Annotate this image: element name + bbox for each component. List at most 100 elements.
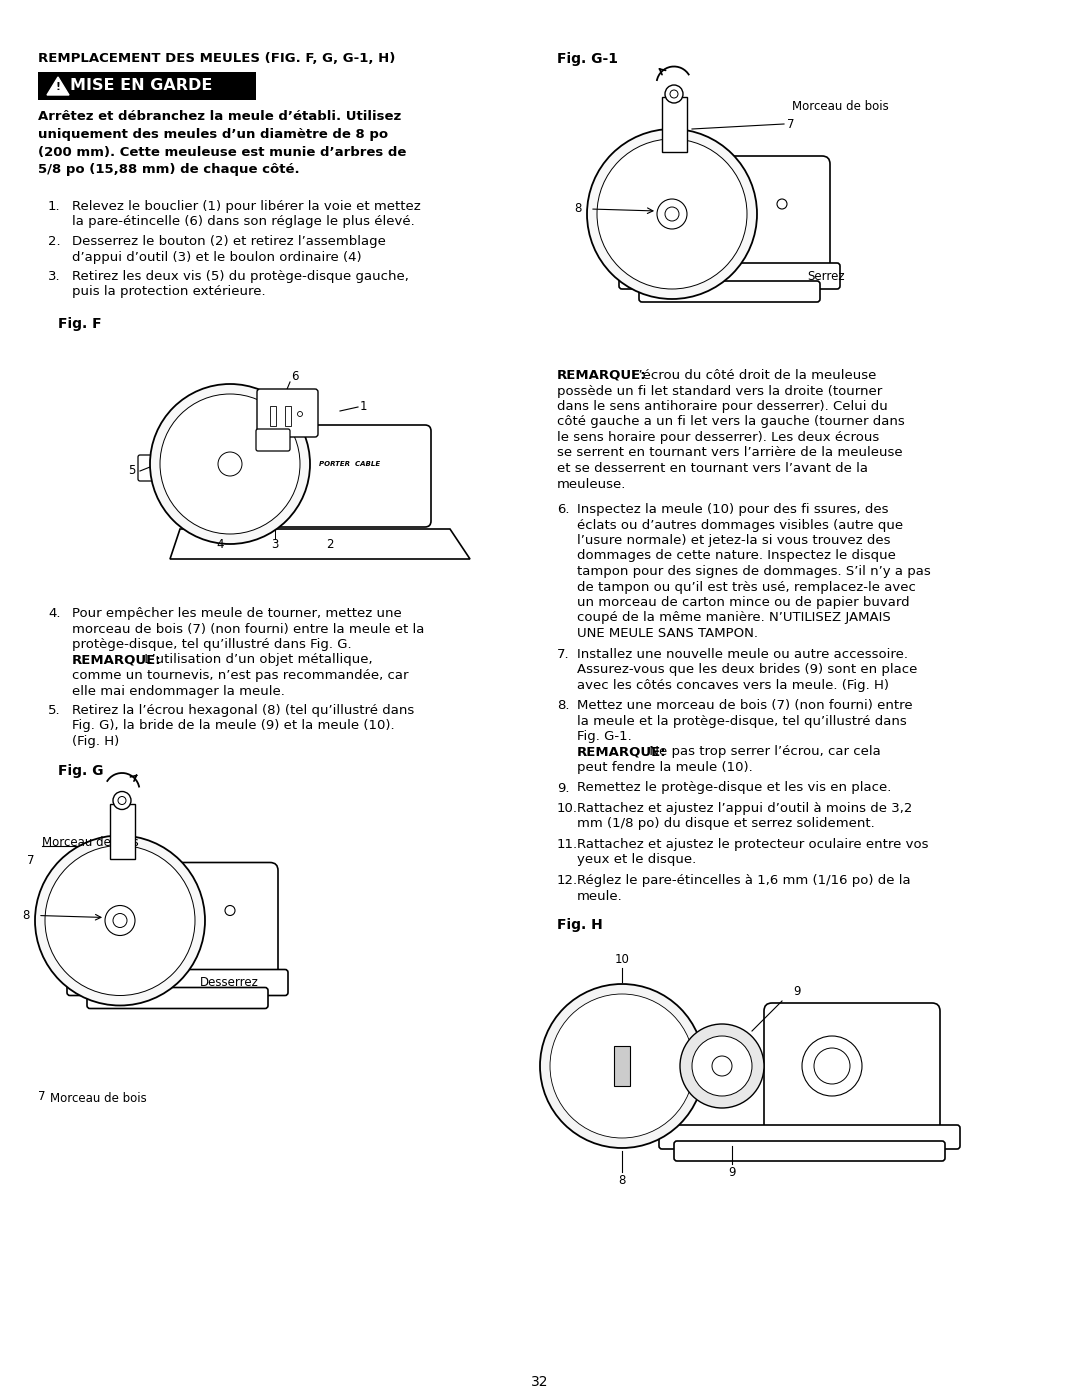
Text: L’écrou du côté droit de la meuleuse: L’écrou du côté droit de la meuleuse [627,369,876,381]
Text: 7: 7 [787,117,795,130]
Text: la meule et la protège-disque, tel qu’illustré dans: la meule et la protège-disque, tel qu’il… [577,714,907,728]
Text: 2: 2 [326,538,334,550]
Text: Fig. G-1: Fig. G-1 [557,52,618,66]
Bar [270,407,276,426]
Circle shape [113,792,131,809]
Text: 10.: 10. [557,802,578,814]
Text: !: ! [55,82,60,92]
Text: 4.: 4. [48,608,60,620]
Text: (Fig. H): (Fig. H) [72,735,119,747]
Text: REMPLACEMENT DES MEULES (FIG. F, G, G-1, H): REMPLACEMENT DES MEULES (FIG. F, G, G-1,… [38,52,395,66]
Circle shape [680,1024,764,1108]
Circle shape [802,1037,862,1097]
Text: l’usure normale) et jetez-la si vous trouvez des: l’usure normale) et jetez-la si vous tro… [577,534,891,548]
Text: le sens horaire pour desserrer). Les deux écrous: le sens horaire pour desserrer). Les deu… [557,432,879,444]
Text: Réglez le pare-étincelles à 1,6 mm (1/16 po) de la: Réglez le pare-étincelles à 1,6 mm (1/16… [577,875,910,887]
Text: uniquement des meules d’un diamètre de 8 po: uniquement des meules d’un diamètre de 8… [38,127,388,141]
Text: 10: 10 [615,953,630,965]
Text: Fig. G: Fig. G [58,764,104,778]
Text: (200 mm). Cette meuleuse est munie d’arbres de: (200 mm). Cette meuleuse est munie d’arb… [38,145,406,159]
FancyBboxPatch shape [38,73,256,101]
Text: côté gauche a un fi let vers la gauche (tourner dans: côté gauche a un fi let vers la gauche (… [557,415,905,429]
Circle shape [712,1056,732,1076]
Text: 3.: 3. [48,270,60,284]
Text: Relevez le bouclier (1) pour libérer la voie et mettez: Relevez le bouclier (1) pour libérer la … [72,200,421,212]
Circle shape [150,384,310,543]
Text: Fig. H: Fig. H [557,918,603,932]
FancyBboxPatch shape [87,988,268,1009]
Text: Remettez le protège-disque et les vis en place.: Remettez le protège-disque et les vis en… [577,781,891,795]
Polygon shape [170,529,470,559]
Text: 7: 7 [38,1091,45,1104]
Text: Desserrez: Desserrez [200,977,259,989]
Text: meule.: meule. [577,890,623,902]
Text: la pare-étincelle (6) dans son réglage le plus élevé.: la pare-étincelle (6) dans son réglage l… [72,215,415,229]
Text: 1.: 1. [48,200,60,212]
FancyBboxPatch shape [110,803,135,859]
FancyBboxPatch shape [249,425,431,527]
Circle shape [160,394,300,534]
Text: 5/8 po (15,88 mm) de chaque côté.: 5/8 po (15,88 mm) de chaque côté. [38,163,299,176]
Circle shape [105,905,135,936]
Text: 6: 6 [292,370,299,384]
Text: Fig. F: Fig. F [58,317,102,331]
FancyBboxPatch shape [67,970,288,996]
Text: morceau de bois (7) (non fourni) entre la meule et la: morceau de bois (7) (non fourni) entre l… [72,623,424,636]
Text: 3: 3 [271,538,279,550]
FancyBboxPatch shape [619,263,840,289]
Text: et se desserrent en tournant vers l’avant de la: et se desserrent en tournant vers l’avan… [557,462,868,475]
FancyBboxPatch shape [674,1141,945,1161]
Text: Ne pas trop serrer l’écrou, car cela: Ne pas trop serrer l’écrou, car cela [645,746,881,759]
Text: L’utilisation d’un objet métallique,: L’utilisation d’un objet métallique, [140,654,373,666]
Text: 8: 8 [619,1173,625,1187]
Text: 32: 32 [531,1375,549,1389]
FancyBboxPatch shape [256,429,291,451]
Text: dommages de cette nature. Inspectez le disque: dommages de cette nature. Inspectez le d… [577,549,896,563]
Circle shape [113,914,127,928]
Circle shape [588,129,757,299]
Text: Fig. G-1.: Fig. G-1. [577,731,632,743]
Text: un morceau de carton mince ou de papier buvard: un morceau de carton mince ou de papier … [577,597,909,609]
Text: 2.: 2. [48,235,60,249]
FancyBboxPatch shape [639,281,820,302]
Text: 11.: 11. [557,838,578,851]
Text: REMARQUE:: REMARQUE: [72,654,162,666]
Text: yeux et le disque.: yeux et le disque. [577,854,697,866]
Circle shape [218,453,242,476]
Text: possède un fi let standard vers la droite (tourner: possède un fi let standard vers la droit… [557,384,882,398]
FancyBboxPatch shape [138,455,197,481]
Circle shape [777,198,787,210]
Circle shape [297,412,302,416]
FancyBboxPatch shape [674,156,831,282]
Text: 1: 1 [360,401,367,414]
Text: Assurez-vous que les deux brides (9) sont en place: Assurez-vous que les deux brides (9) son… [577,664,917,676]
Text: Morceau de bois: Morceau de bois [50,1092,147,1105]
FancyBboxPatch shape [662,96,687,152]
Circle shape [597,138,747,289]
Text: peut fendre la meule (10).: peut fendre la meule (10). [577,761,753,774]
Text: coupé de la même manière. N’UTILISEZ JAMAIS: coupé de la même manière. N’UTILISEZ JAM… [577,612,891,624]
Text: 5: 5 [129,464,136,478]
Circle shape [692,1037,752,1097]
Text: 8: 8 [575,203,582,215]
Circle shape [670,89,678,98]
Text: 12.: 12. [557,875,578,887]
Circle shape [657,198,687,229]
Text: 5.: 5. [48,704,60,717]
Text: PORTER  CABLE: PORTER CABLE [320,461,380,467]
Text: elle mai endommager la meule.: elle mai endommager la meule. [72,685,285,697]
Text: Morceau de bois: Morceau de bois [42,835,138,849]
Text: REMARQUE:: REMARQUE: [557,369,647,381]
Circle shape [814,1048,850,1084]
Text: Rattachez et ajustez le protecteur oculaire entre vos: Rattachez et ajustez le protecteur ocula… [577,838,929,851]
Polygon shape [48,77,69,95]
Text: 9: 9 [793,985,800,997]
Text: éclats ou d’autres dommages visibles (autre que: éclats ou d’autres dommages visibles (au… [577,518,903,531]
Text: Desserrez le bouton (2) et retirez l’assemblage: Desserrez le bouton (2) et retirez l’ass… [72,235,386,249]
Circle shape [540,983,704,1148]
Text: Arrêtez et débranchez la meule d’établi. Utilisez: Arrêtez et débranchez la meule d’établi.… [38,110,402,123]
Circle shape [665,85,683,103]
Text: de tampon ou qu’il est très usé, remplacez-le avec: de tampon ou qu’il est très usé, remplac… [577,581,916,594]
Text: 9: 9 [728,1166,735,1179]
Text: Rattachez et ajustez l’appui d’outil à moins de 3,2: Rattachez et ajustez l’appui d’outil à m… [577,802,913,814]
